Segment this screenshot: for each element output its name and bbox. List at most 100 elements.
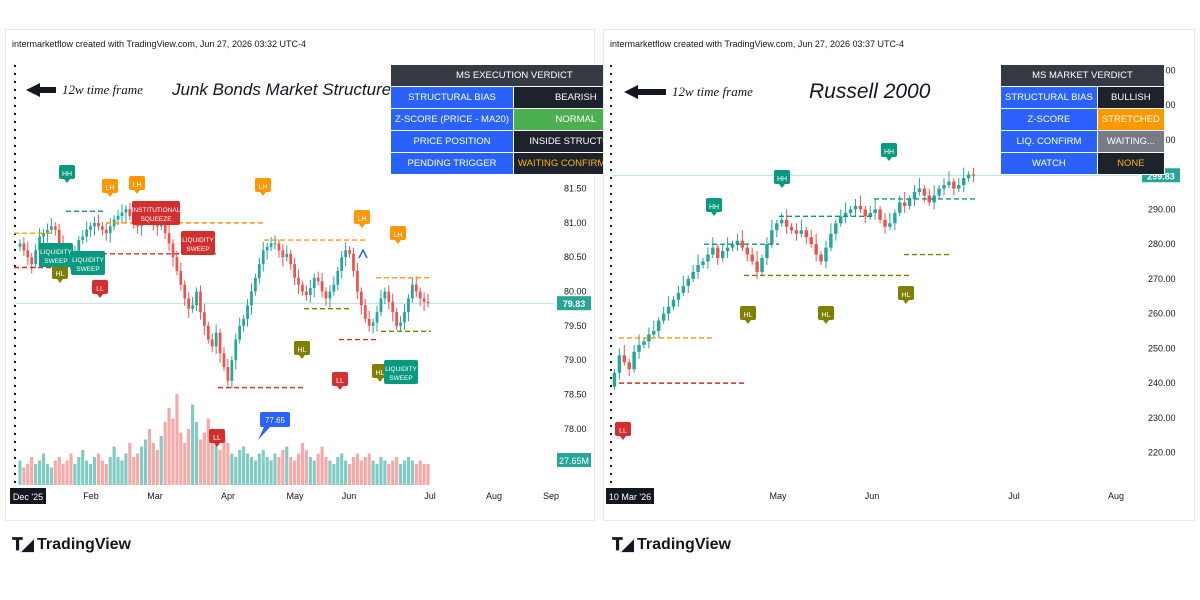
left-volume-bar — [324, 457, 328, 485]
tradingview-logo-left[interactable]: 𝐓◢ TradingView — [12, 535, 131, 555]
left-hl-label-pointer — [57, 279, 63, 283]
left-x-tick: Apr — [221, 491, 235, 501]
left-volume-bar — [30, 457, 34, 485]
left-candle — [320, 281, 324, 292]
right-hh-label-box — [706, 198, 722, 212]
left-volume-bar — [245, 453, 250, 485]
left-volume-bar — [273, 453, 277, 485]
left-y-tick: 81.50 — [564, 184, 587, 194]
left-candle — [22, 243, 26, 251]
left-candle — [281, 250, 285, 258]
right-candle — [666, 306, 671, 314]
right-candle — [720, 251, 725, 259]
left-volume-tag: 27.65M — [559, 456, 589, 466]
right-verdict-key: STRUCTURAL BIAS — [1000, 86, 1098, 109]
left-chart-canvas[interactable]: 83.0082.5082.0081.5081.0080.5080.0079.50… — [6, 30, 594, 520]
right-candle — [652, 331, 656, 335]
right-candle — [765, 244, 769, 259]
left-hh-label-pointer — [64, 179, 70, 183]
right-candle — [804, 230, 809, 238]
left-candle — [42, 233, 45, 237]
right-candle — [760, 258, 764, 272]
right-candle — [637, 344, 641, 352]
left-candle — [238, 325, 242, 340]
left-candle — [46, 229, 49, 234]
left-volume-bar — [363, 457, 367, 485]
right-candle — [829, 233, 833, 248]
right-candle — [706, 254, 710, 262]
right-y-tick: 290.00 — [1148, 204, 1176, 214]
tradingview-logo-right[interactable]: 𝐓◢ TradingView — [612, 535, 731, 555]
right-candle — [947, 181, 951, 186]
left-chart-panel: intermarketflow created with TradingView… — [6, 30, 639, 520]
right-candle — [784, 219, 789, 227]
left-volume-bar — [65, 460, 69, 485]
right-x-tick: Jun — [865, 491, 880, 501]
left-candle — [356, 270, 359, 292]
left-candle — [18, 243, 22, 247]
left-hl-label: HL — [298, 347, 307, 354]
left-volume-bar — [69, 453, 73, 485]
tradingview-logo-icon: 𝐓◢ — [12, 535, 34, 555]
tradingview-logo-icon: 𝐓◢ — [612, 535, 634, 555]
right-hl-label-box — [818, 306, 834, 320]
right-candle — [961, 178, 966, 186]
right-candle — [839, 216, 843, 224]
left-volume-bar — [347, 464, 352, 485]
left-volume-bar — [73, 464, 77, 485]
left-candle — [340, 257, 344, 271]
right-x-tick: May — [769, 491, 787, 501]
left-candle — [108, 226, 112, 234]
left-candle — [289, 253, 293, 265]
left-volume-bar — [171, 418, 175, 485]
left-volume-bar — [402, 460, 407, 485]
right-date-badge-box — [606, 488, 654, 504]
left-volume-badge-pointer — [258, 427, 270, 440]
left-candle — [293, 264, 297, 278]
right-candle — [779, 219, 784, 224]
left-candle — [391, 301, 395, 313]
left-volume-bar — [206, 418, 210, 485]
right-candle — [745, 247, 749, 255]
left-candle — [363, 305, 367, 319]
right-candle — [701, 261, 705, 265]
left-lh-label-box — [255, 178, 271, 192]
right-verdict-key: WATCH — [1000, 152, 1098, 175]
left-hh-label: HH — [62, 171, 72, 178]
right-verdict-key: LIQ. CONFIRM — [1000, 130, 1098, 153]
left-volume-bar — [230, 453, 234, 485]
left-candle — [410, 284, 414, 299]
right-candle — [824, 247, 828, 262]
left-lh-label-box — [102, 179, 118, 193]
left-verdict-key: Z-SCORE (PRICE - MA20) — [389, 108, 515, 131]
left-candle — [104, 229, 108, 234]
left-candle — [269, 243, 273, 247]
left-lh-label: LH — [394, 232, 403, 239]
left-volume-bar — [308, 457, 312, 485]
left-candle — [199, 291, 202, 313]
left-volume-bar — [238, 450, 242, 485]
left-volume-bar — [179, 432, 183, 485]
left-volume-bar — [418, 460, 422, 485]
right-hh-label: HH — [709, 204, 719, 211]
left-volume-bar — [355, 453, 359, 485]
left-volume-bar — [226, 443, 230, 485]
left-verdict-header: MS EXECUTION VERDICT — [390, 64, 639, 87]
right-hl-label-pointer — [903, 300, 909, 304]
left-lh-label-box — [354, 210, 370, 224]
left-volume-bar — [143, 439, 148, 485]
right-y-tick: 270.00 — [1148, 274, 1176, 284]
left-volume-bar — [81, 450, 85, 485]
left-volume-bar — [100, 460, 104, 485]
left-ll-label-box — [92, 280, 108, 294]
left-title: Junk Bonds Market Structure — [171, 80, 391, 99]
right-verdict-value: NONE — [1096, 152, 1165, 175]
right-hl-label-pointer — [823, 320, 829, 324]
left-volume-bar — [116, 457, 120, 485]
left-timeframe: 12w time frame — [62, 82, 143, 97]
left-volume-bar — [281, 450, 285, 485]
right-candle — [622, 355, 627, 363]
left-lh-label: LH — [106, 185, 115, 192]
right-candle — [878, 209, 882, 220]
left-x-tick: Aug — [486, 491, 502, 501]
